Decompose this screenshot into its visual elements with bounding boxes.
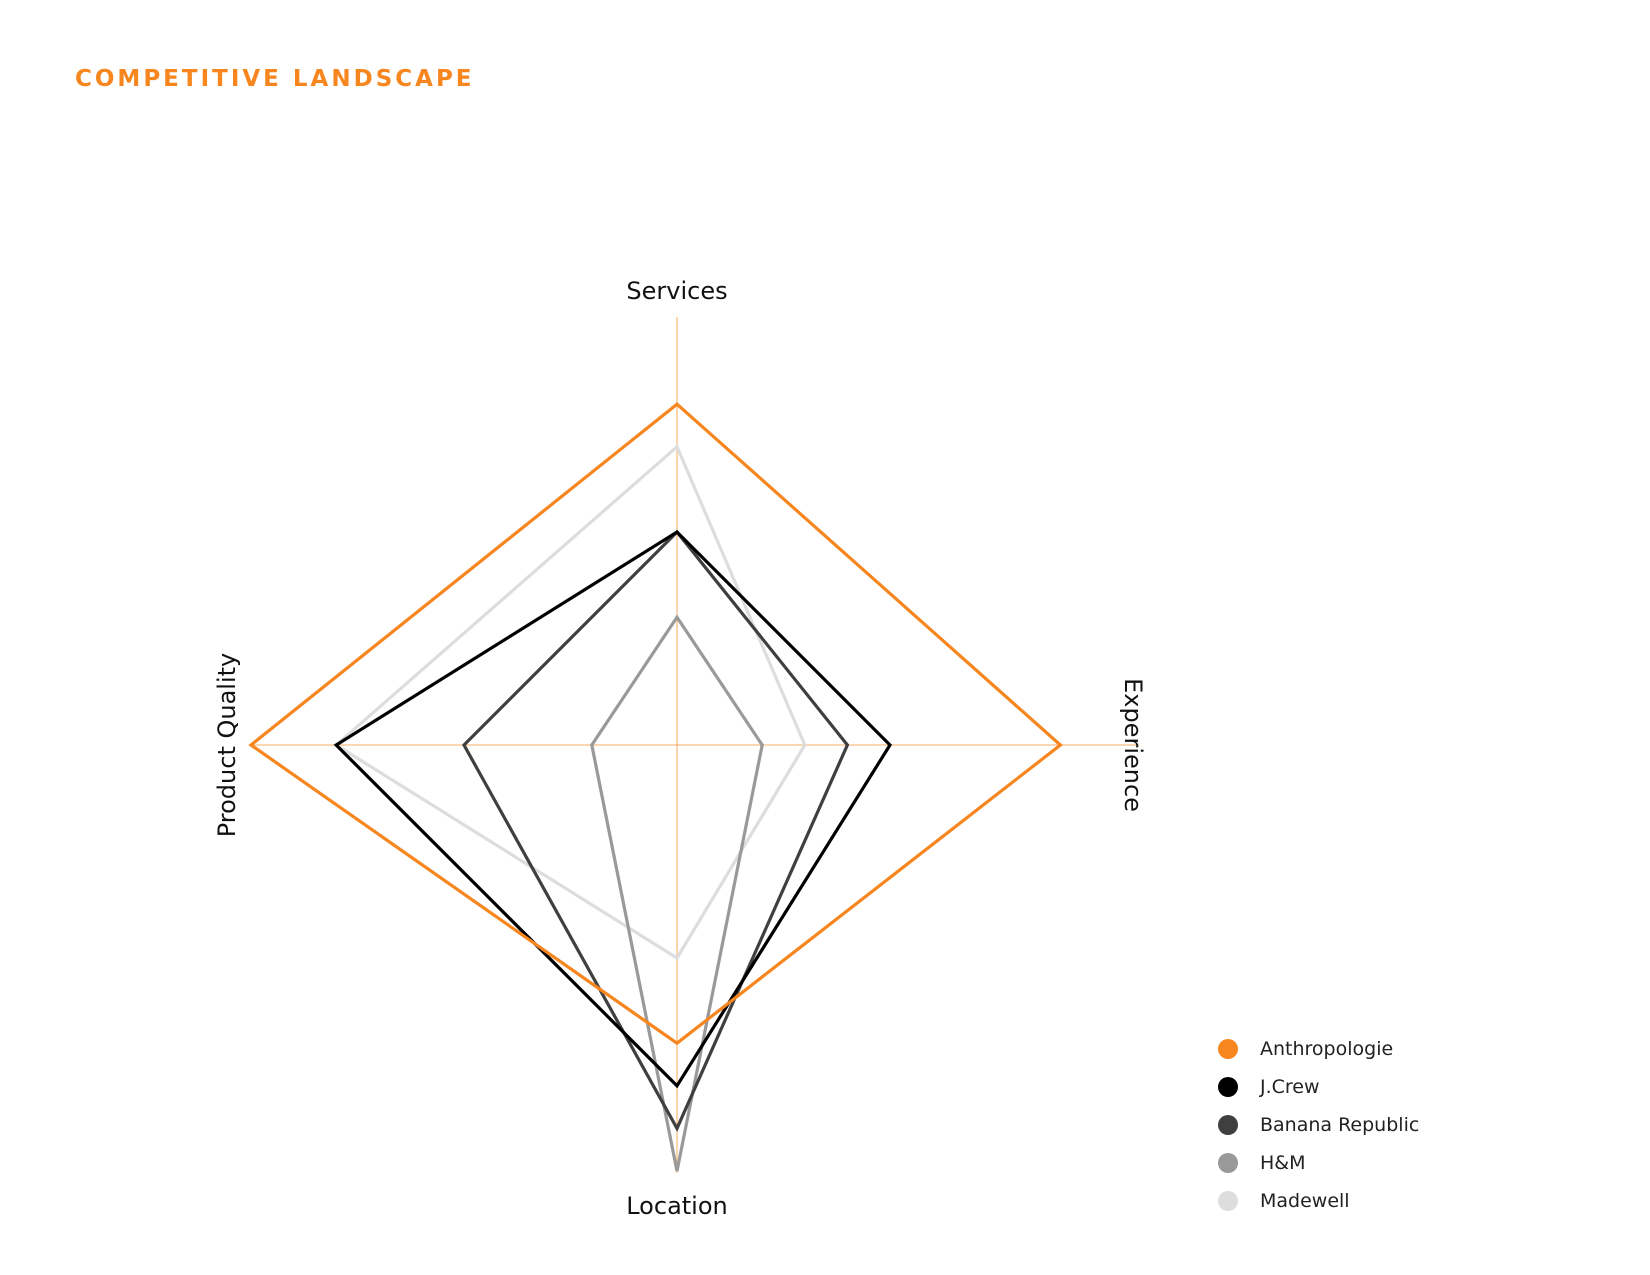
series-anthropologie (248, 402, 1063, 1046)
axis-labels: Services Experience Location Product Qualit… (213, 277, 1147, 1220)
legend-item: H&M (1218, 1144, 1419, 1182)
legend-item: Anthropologie (1218, 1030, 1419, 1068)
series-h-m (590, 614, 764, 1172)
axes (249, 317, 1139, 1173)
legend-item: J.Crew (1218, 1068, 1419, 1106)
legend-item: Banana Republic (1218, 1106, 1419, 1144)
legend-swatch (1218, 1077, 1238, 1097)
legend-label: H&M (1260, 1152, 1306, 1174)
series-j-crew (333, 529, 893, 1089)
series-banana-republic (462, 529, 850, 1132)
legend: Anthropologie J.Crew Banana Republic H&M Mad… (1218, 1030, 1419, 1220)
legend-swatch (1218, 1039, 1238, 1059)
legend-label: J.Crew (1260, 1076, 1320, 1098)
legend-label: Madewell (1260, 1190, 1350, 1212)
legend-label: Anthropologie (1260, 1038, 1394, 1060)
legend-swatch (1218, 1191, 1238, 1211)
series-layer (248, 402, 1063, 1172)
series-madewell (333, 444, 807, 961)
axis-label-services: Services (626, 277, 727, 305)
legend-swatch (1218, 1153, 1238, 1173)
page-title: COMPETITIVE LANDSCAPE (75, 66, 475, 92)
legend-swatch (1218, 1115, 1238, 1135)
axis-label-product-quality: Product Quality (213, 653, 241, 838)
legend-label: Banana Republic (1260, 1114, 1420, 1136)
axis-label-location: Location (626, 1192, 728, 1220)
legend-item: Madewell (1218, 1182, 1419, 1220)
axis-label-experience: Experience (1119, 678, 1147, 812)
